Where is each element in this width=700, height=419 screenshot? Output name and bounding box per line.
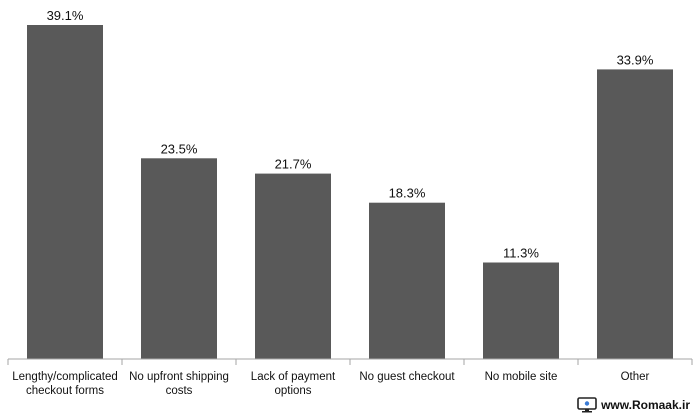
value-labels-group: 39.1% 23.5% 21.7% 18.3% 11.3% 33.9% bbox=[47, 8, 654, 261]
category-label-line: Other bbox=[621, 371, 650, 383]
bar-value-label: 11.3% bbox=[503, 246, 539, 261]
category-label-line: Lengthy/complicated bbox=[12, 371, 117, 383]
bar bbox=[369, 202, 445, 359]
category-label-line: No upfront shipping bbox=[129, 371, 229, 383]
bar-value-label: 23.5% bbox=[161, 141, 198, 156]
category-label: No mobile site bbox=[485, 371, 558, 383]
category-label-line: options bbox=[274, 385, 311, 397]
bar bbox=[255, 173, 331, 359]
bar-value-label: 39.1% bbox=[47, 8, 84, 23]
watermark-text: www.Romaak.ir bbox=[601, 398, 690, 412]
category-label: Lack of payment options bbox=[251, 371, 336, 397]
category-label-line: No mobile site bbox=[485, 371, 558, 383]
bar-value-label: 18.3% bbox=[389, 186, 426, 201]
category-label: No upfront shipping costs bbox=[129, 371, 229, 397]
category-label-line: Lack of payment bbox=[251, 371, 336, 383]
category-label-line: No guest checkout bbox=[359, 371, 455, 383]
bars-group bbox=[27, 25, 673, 360]
bar-value-label: 21.7% bbox=[275, 157, 312, 172]
x-axis-ticks bbox=[7, 359, 693, 365]
bar bbox=[483, 262, 559, 359]
category-label-line: costs bbox=[166, 385, 193, 397]
category-label: Other bbox=[621, 371, 650, 383]
category-label: No guest checkout bbox=[359, 371, 455, 383]
monitor-icon bbox=[577, 397, 597, 413]
category-label-line: checkout forms bbox=[26, 385, 104, 397]
bar bbox=[597, 69, 673, 360]
category-labels-group: Lengthy/complicated checkout forms No upfr… bbox=[12, 371, 649, 397]
category-label: Lengthy/complicated checkout forms bbox=[12, 371, 117, 397]
bar-value-label: 33.9% bbox=[617, 52, 654, 67]
bar bbox=[141, 158, 217, 359]
bar bbox=[27, 25, 103, 359]
watermark: www.Romaak.ir bbox=[577, 397, 690, 413]
